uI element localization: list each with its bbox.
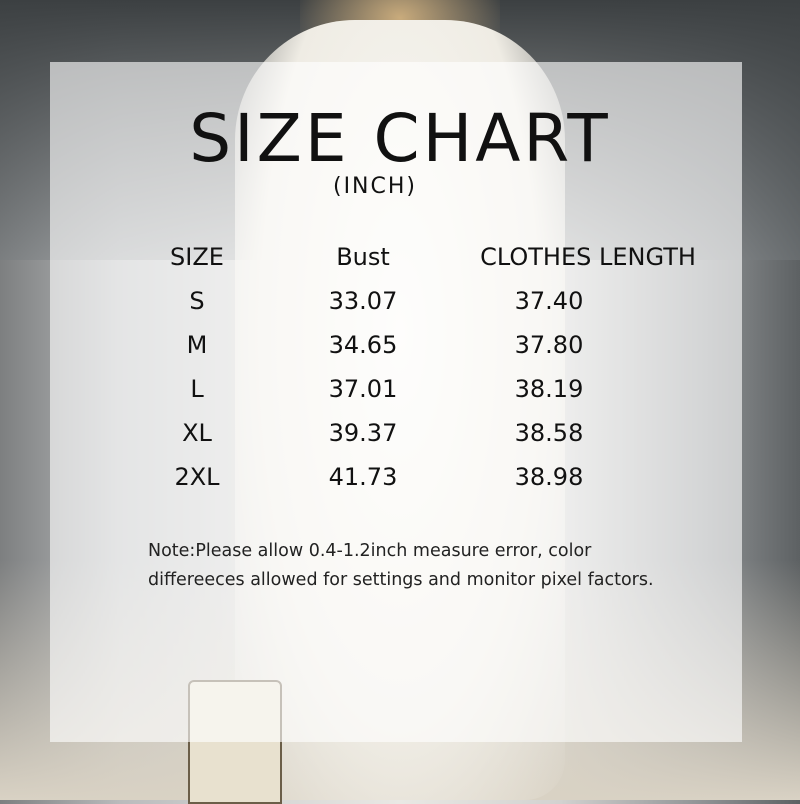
cell-clothes-length: 37.40 [514,287,584,315]
unit-label: (INCH) [332,174,417,199]
page-title: SIZE CHART [189,100,611,177]
cell-bust: 37.01 [328,375,398,403]
header-bust: Bust [336,243,390,271]
cell-bust: 39.37 [328,419,398,447]
cell-size: M [186,331,208,359]
cell-bust: 41.73 [328,463,398,491]
cell-size: S [189,287,205,315]
cell-clothes-length: 38.98 [514,463,584,491]
cell-size: 2XL [174,463,220,491]
cell-clothes-length: 37.80 [514,331,584,359]
header-clothes-length: CLOTHES LENGTH [480,243,696,271]
cell-bust: 34.65 [328,331,398,359]
cell-clothes-length: 38.58 [514,419,584,447]
cell-size: L [190,375,204,403]
note-text: Note:Please allow 0.4-1.2inch measure er… [148,537,654,595]
note-line-1: Note:Please allow 0.4-1.2inch measure er… [148,541,592,561]
header-size: SIZE [170,243,224,271]
note-line-2: differeeces allowed for settings and mon… [148,570,654,590]
cell-clothes-length: 38.19 [514,375,584,403]
cell-size: XL [182,419,212,447]
cell-bust: 33.07 [328,287,398,315]
size-chart-panel [50,62,742,742]
